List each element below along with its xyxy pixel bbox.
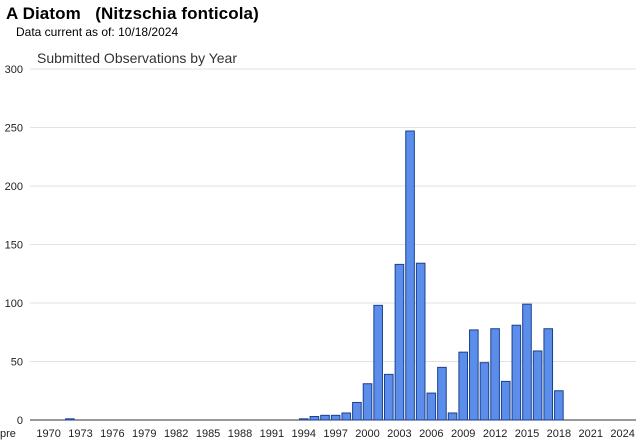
- x-tick-label: 1982: [164, 428, 188, 440]
- bar: [383, 373, 394, 421]
- chart-svg: Submitted Observations by Year 0 50 100 150…: [0, 50, 636, 440]
- x-tick-label: 2018: [547, 428, 571, 440]
- x-tick-label: 2015: [515, 428, 539, 440]
- bar: [415, 262, 426, 421]
- page-title: A Diatom (Nitzschia fonticola): [6, 4, 259, 23]
- bar: [500, 380, 511, 421]
- bars: [65, 130, 564, 421]
- bar: [298, 418, 309, 421]
- y-tick-label: 50: [11, 357, 23, 369]
- bar: [426, 392, 437, 421]
- gridlines: [30, 68, 636, 421]
- x-tick-label: 2021: [579, 428, 603, 440]
- x-tick-label: 2006: [419, 428, 443, 440]
- x-tick-label: 1985: [196, 428, 220, 440]
- x-tick-label: 1970: [36, 428, 60, 440]
- x-tick-label: 1997: [323, 428, 347, 440]
- bar: [458, 351, 468, 421]
- y-tick-label: 250: [5, 123, 23, 135]
- y-tick-label: 0: [17, 415, 23, 427]
- bar: [65, 418, 75, 421]
- bar: [341, 412, 352, 421]
- bar: [543, 328, 554, 421]
- y-axis-ticks: 0 50 100 150 200 250 300: [5, 64, 23, 427]
- x-axis-ticks: pre 1970 1973 1976 1979 1982 1985 1988 1991 1994 1…: [0, 428, 635, 440]
- bar: [330, 414, 341, 421]
- x-tick-label: 1991: [260, 428, 284, 440]
- bar: [437, 366, 447, 421]
- bar: [352, 401, 362, 421]
- bar: [394, 263, 405, 421]
- x-tick-label: 2024: [610, 428, 634, 440]
- bar: [532, 350, 543, 421]
- x-tick-label: pre: [0, 428, 16, 440]
- bar: [479, 362, 490, 421]
- bar: [320, 414, 330, 421]
- data-current-line: Data current as of: 10/18/2024: [16, 25, 178, 39]
- bar: [405, 130, 415, 421]
- x-tick-label: 2003: [387, 428, 411, 440]
- bar: [490, 328, 500, 421]
- x-tick-label: 1973: [68, 428, 92, 440]
- y-tick-label: 100: [5, 298, 23, 310]
- bar: [309, 415, 320, 421]
- y-tick-label: 300: [5, 64, 23, 76]
- bar: [373, 304, 383, 421]
- y-tick-label: 150: [5, 240, 23, 252]
- chart-title: Submitted Observations by Year: [37, 50, 237, 66]
- data-current-date: 10/18/2024: [118, 25, 179, 39]
- x-tick-label: 1994: [292, 428, 316, 440]
- x-tick-label: 1988: [228, 428, 252, 440]
- bar: [511, 324, 522, 421]
- x-tick-label: 2012: [483, 428, 507, 440]
- data-current-label: Data current as of:: [16, 25, 115, 39]
- bar: [362, 383, 373, 421]
- bar: [554, 390, 564, 421]
- bar: [447, 412, 458, 421]
- x-tick-label: 2009: [451, 428, 475, 440]
- observations-chart: Submitted Observations by Year 0 50 100 150…: [0, 44, 640, 442]
- bar: [522, 303, 532, 421]
- bar: [469, 329, 479, 421]
- y-tick-label: 200: [5, 181, 23, 193]
- x-tick-label: 1976: [100, 428, 124, 440]
- x-tick-label: 1979: [132, 428, 156, 440]
- x-tick-label: 2000: [355, 428, 379, 440]
